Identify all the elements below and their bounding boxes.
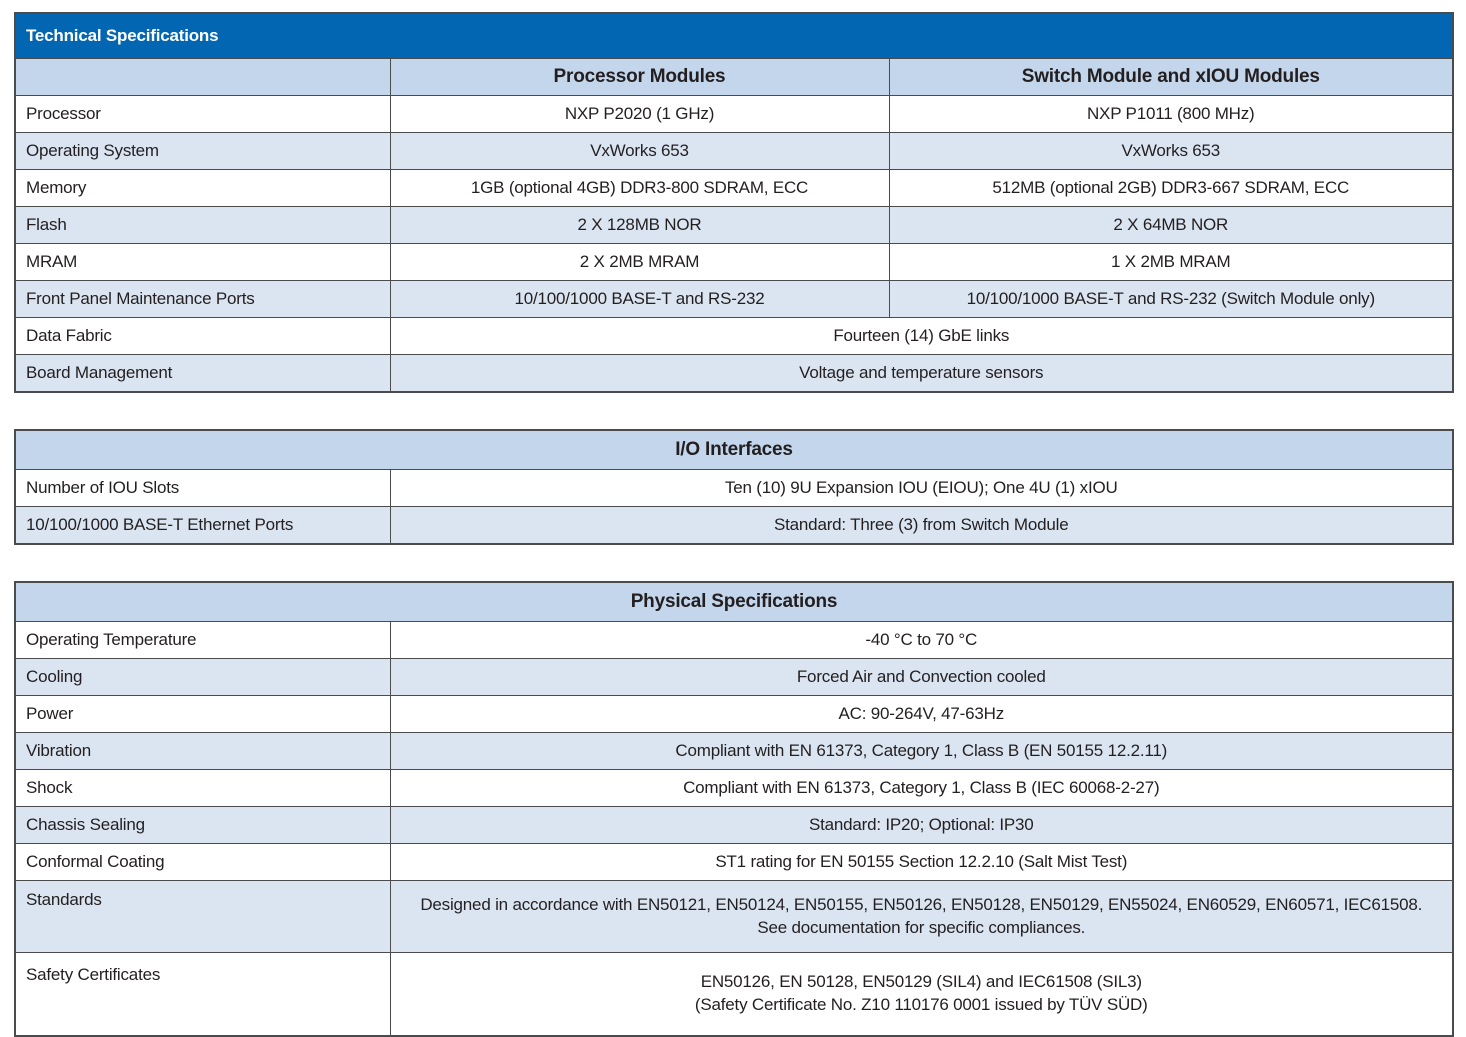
row-value: Standard: Three (3) from Switch Module (389, 506, 1454, 545)
row-value-processor-modules: 2 X 128MB NOR (389, 206, 890, 244)
table-row-chassis-sealing: Chassis Sealing Standard: IP20; Optional… (14, 806, 1454, 844)
row-value: EN50126, EN 50128, EN50129 (SIL4) and IE… (389, 952, 1454, 1037)
row-value-switch-xiou-modules: 1 X 2MB MRAM (888, 243, 1454, 281)
table-row-standards: Standards Designed in accordance with EN… (14, 880, 1454, 953)
io-interfaces-table: I/O Interfaces Number of IOU Slots Ten (… (14, 429, 1454, 545)
table-row-mram: MRAM 2 X 2MB MRAM 1 X 2MB MRAM (14, 243, 1454, 281)
table-row-operating-temperature: Operating Temperature -40 °C to 70 °C (14, 621, 1454, 659)
row-value: AC: 90-264V, 47-63Hz (389, 695, 1454, 733)
row-label: Data Fabric (14, 317, 391, 355)
row-label: Conformal Coating (14, 843, 391, 881)
row-label: Shock (14, 769, 391, 807)
row-value: ST1 rating for EN 50155 Section 12.2.10 … (389, 843, 1454, 881)
column-header-row: Processor Modules Switch Module and xIOU… (14, 58, 1454, 96)
row-value: Designed in accordance with EN50121, EN5… (389, 880, 1454, 953)
table-row-power: Power AC: 90-264V, 47-63Hz (14, 695, 1454, 733)
table-row-ethernet-ports: 10/100/1000 BASE-T Ethernet Ports Standa… (14, 506, 1454, 545)
row-value-line-1: Designed in accordance with EN50121, EN5… (420, 894, 1423, 914)
row-label: Front Panel Maintenance Ports (14, 280, 391, 318)
row-label: Processor (14, 95, 391, 133)
row-label: Number of IOU Slots (14, 469, 391, 507)
row-label: Flash (14, 206, 391, 244)
table-row-operating-system: Operating System VxWorks 653 VxWorks 653 (14, 132, 1454, 170)
row-label: MRAM (14, 243, 391, 281)
row-value-switch-xiou-modules: 512MB (optional 2GB) DDR3-667 SDRAM, ECC (888, 169, 1454, 207)
row-label: Standards (14, 880, 391, 953)
row-value-processor-modules: NXP P2020 (1 GHz) (389, 95, 890, 133)
row-label: Board Management (14, 354, 391, 393)
row-value-processor-modules: VxWorks 653 (389, 132, 890, 170)
title-row: Technical Specifications (14, 12, 1454, 59)
technical-specifications-table: Technical Specifications Processor Modul… (14, 12, 1455, 393)
table-row-flash: Flash 2 X 128MB NOR 2 X 64MB NOR (14, 206, 1454, 244)
row-value: Standard: IP20; Optional: IP30 (389, 806, 1454, 844)
row-value: Compliant with EN 61373, Category 1, Cla… (389, 769, 1454, 807)
row-value-line-2: See documentation for specific complianc… (757, 917, 1086, 937)
table-title-technical-specifications: Technical Specifications (14, 12, 1454, 59)
row-value-switch-xiou-modules: 10/100/1000 BASE-T and RS-232 (Switch Mo… (888, 280, 1454, 318)
table-row-board-management: Board Management Voltage and temperature… (14, 354, 1454, 393)
section-title-io-interfaces: I/O Interfaces (14, 429, 1454, 470)
table-row-shock: Shock Compliant with EN 61373, Category … (14, 769, 1454, 807)
row-label: Vibration (14, 732, 391, 770)
table-row-memory: Memory 1GB (optional 4GB) DDR3-800 SDRAM… (14, 169, 1454, 207)
table-row-processor: Processor NXP P2020 (1 GHz) NXP P1011 (8… (14, 95, 1454, 133)
column-header-processor-modules: Processor Modules (389, 58, 890, 96)
row-value: -40 °C to 70 °C (389, 621, 1454, 659)
row-value: Forced Air and Convection cooled (389, 658, 1454, 696)
column-header-switch-xiou-modules: Switch Module and xIOU Modules (888, 58, 1454, 96)
row-value-line-1: EN50126, EN 50128, EN50129 (SIL4) and IE… (700, 972, 1142, 992)
table-row-safety-certificates: Safety Certificates EN50126, EN 50128, E… (14, 952, 1454, 1037)
row-value-switch-xiou-modules: VxWorks 653 (888, 132, 1454, 170)
empty-header-cell (14, 58, 391, 96)
table-row-conformal-coating: Conformal Coating ST1 rating for EN 5015… (14, 843, 1454, 881)
row-value-processor-modules: 1GB (optional 4GB) DDR3-800 SDRAM, ECC (389, 169, 890, 207)
row-value-switch-xiou-modules: NXP P1011 (800 MHz) (888, 95, 1454, 133)
table-row-vibration: Vibration Compliant with EN 61373, Categ… (14, 732, 1454, 770)
row-label: Cooling (14, 658, 391, 696)
row-label: 10/100/1000 BASE-T Ethernet Ports (14, 506, 391, 545)
row-value-line-2: (Safety Certificate No. Z10 110176 0001 … (694, 995, 1148, 1014)
row-label: Chassis Sealing (14, 806, 391, 844)
table-row-front-panel-maintenance-ports: Front Panel Maintenance Ports 10/100/100… (14, 280, 1454, 318)
row-label: Power (14, 695, 391, 733)
physical-specifications-table: Physical Specifications Operating Temper… (14, 581, 1455, 1037)
section-header-row: Physical Specifications (14, 581, 1454, 622)
row-label: Operating System (14, 132, 391, 170)
row-value: Compliant with EN 61373, Category 1, Cla… (389, 732, 1454, 770)
row-value-merged: Fourteen (14) GbE links (389, 317, 1454, 355)
section-header-row: I/O Interfaces (14, 429, 1454, 470)
row-value-processor-modules: 2 X 2MB MRAM (389, 243, 890, 281)
row-value-processor-modules: 10/100/1000 BASE-T and RS-232 (389, 280, 890, 318)
row-value-merged: Voltage and temperature sensors (389, 354, 1454, 393)
row-label: Safety Certificates (14, 952, 391, 1037)
table-row-cooling: Cooling Forced Air and Convection cooled (14, 658, 1454, 696)
table-row-number-of-iou-slots: Number of IOU Slots Ten (10) 9U Expansio… (14, 469, 1454, 507)
table-row-data-fabric: Data Fabric Fourteen (14) GbE links (14, 317, 1454, 355)
row-label: Memory (14, 169, 391, 207)
section-title-physical-specifications: Physical Specifications (14, 581, 1454, 622)
row-label: Operating Temperature (14, 621, 391, 659)
row-value-switch-xiou-modules: 2 X 64MB NOR (888, 206, 1454, 244)
row-value: Ten (10) 9U Expansion IOU (EIOU); One 4U… (389, 469, 1454, 507)
